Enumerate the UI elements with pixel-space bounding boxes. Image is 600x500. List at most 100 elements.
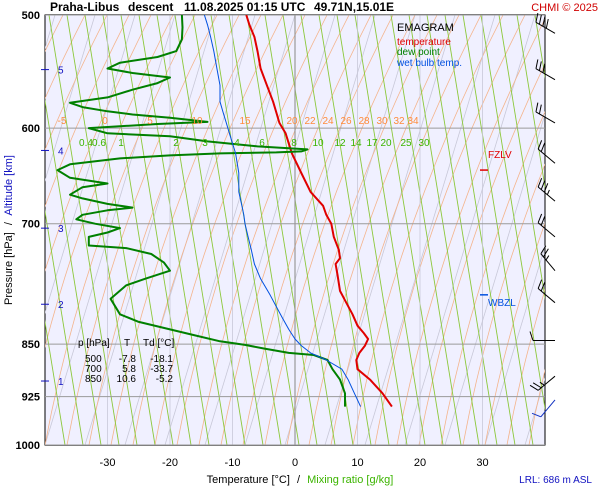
altitude-tick-label: 3	[58, 224, 64, 235]
mixing-ratio-line	[300, 15, 372, 445]
table-cell: 500	[85, 354, 102, 365]
isotherm-label: 10	[191, 116, 203, 127]
mixing-ratio-line	[45, 208, 84, 445]
moist-adiabat	[418, 62, 545, 445]
mixing-ratio-line	[354, 15, 426, 445]
moist-adiabat	[308, 15, 460, 445]
wind-barb-feather	[537, 140, 543, 150]
temperature-tick-label: 10	[351, 457, 363, 469]
wind-barb-feather	[540, 216, 546, 226]
wind-barb-feather	[529, 331, 534, 341]
lrl-label: LRL: 686 m ASL	[519, 475, 592, 486]
mixing-ratio-line	[426, 15, 498, 445]
isotherm-label: 0	[102, 116, 108, 127]
wind-barb-feather	[540, 245, 547, 255]
table-header-td: Td [°C]	[143, 338, 174, 349]
mixing-ratio-label: 14	[350, 138, 362, 149]
dry-adiabat	[444, 112, 545, 445]
moist-adiabat	[440, 110, 545, 445]
mixing-ratio-label: 0.6	[92, 138, 106, 149]
dry-adiabat	[45, 15, 136, 315]
mixing-ratio-label: 4	[234, 138, 240, 149]
dry-adiabat	[244, 15, 376, 445]
mixing-ratio-line	[120, 15, 192, 445]
mixing-ratio-line	[318, 15, 390, 445]
series-temperature-line	[245, 15, 393, 408]
wind-barb-half-feather	[539, 381, 545, 386]
header-credit: CHMI © 2025	[531, 2, 598, 14]
mixing-ratio-line	[480, 15, 545, 411]
wind-barb-feather	[535, 59, 539, 69]
pressure-tick-label: 700	[22, 219, 40, 231]
dry-adiabat	[164, 15, 296, 445]
altitude-tick-label: 2	[58, 300, 64, 311]
table-cell: 700	[85, 364, 102, 375]
x-axis-label-separator: /	[297, 474, 301, 486]
mixing-ratio-line	[372, 15, 444, 445]
mixing-ratio-line	[228, 15, 300, 445]
mixing-ratio-line	[498, 15, 545, 301]
wind-barb-feather	[532, 382, 542, 389]
wind-barb-half-feather	[545, 255, 550, 261]
dry-adiabat	[204, 15, 336, 445]
mixing-ratio-label: 8	[291, 138, 297, 149]
table-header-p: p [hPa]	[78, 338, 110, 349]
mixing-ratio-label: 12	[334, 138, 346, 149]
isotherm-label: 15	[239, 116, 251, 127]
wind-barbs	[529, 12, 556, 418]
x-axis-label-temp: Temperature [°C]	[207, 474, 290, 486]
header-station: Praha-Libus	[50, 0, 120, 14]
dry-adiabat	[565, 15, 600, 445]
mixing-ratio-line	[444, 15, 516, 445]
wind-barb-feather	[535, 102, 539, 113]
mixing-ratio-label: 2	[173, 138, 179, 149]
isotherm-label: -5	[58, 116, 67, 127]
moist-adiabat	[484, 221, 545, 445]
header-phase: descent	[128, 0, 173, 14]
isotherm-label: 28	[358, 116, 370, 127]
dry-adiabat	[484, 245, 545, 445]
wind-barb-feather	[537, 178, 543, 188]
legend-title: EMAGRAM	[397, 22, 454, 34]
table-cell: -33.7	[150, 364, 173, 375]
mixing-ratio-line	[45, 98, 102, 445]
values-table: p [hPa] T Td [°C] 500 -7.8 -18.1 700 5.8…	[78, 338, 174, 385]
moist-adiabat	[198, 15, 350, 445]
moist-adiabat	[396, 18, 545, 445]
mixing-ratio-line	[156, 15, 228, 445]
mixing-ratio-line	[264, 15, 336, 445]
table-cell: 5.8	[122, 364, 136, 375]
mixing-ratio-line	[174, 15, 246, 445]
legend-wet-bulb: wet bulb temp.	[396, 58, 462, 69]
temperature-tick-label: 20	[414, 457, 426, 469]
moist-adiabat	[374, 15, 526, 445]
header-datetime: 11.08.2025 01:15 UTC	[184, 0, 306, 14]
table-cell: 10.6	[117, 374, 137, 385]
profile-series	[56, 15, 393, 408]
mixing-ratio-line	[192, 15, 264, 445]
moist-adiabat	[264, 15, 416, 445]
dry-adiabat	[45, 15, 96, 182]
mixing-ratio-label: 1	[118, 138, 124, 149]
dry-adiabat	[84, 15, 216, 445]
mixing-ratio-line	[66, 15, 138, 445]
moist-adiabat	[462, 163, 545, 445]
moist-adiabat	[551, 15, 600, 445]
pressure-tick-label: 1000	[16, 440, 40, 452]
wind-barb-feather	[537, 213, 543, 223]
legend-temperature: temperature	[397, 37, 451, 48]
mixing-ratio-line	[462, 15, 534, 445]
mixing-ratio-label: 3	[202, 138, 208, 149]
dry-adiabat	[124, 15, 256, 445]
wind-barb-staff	[540, 399, 556, 418]
temperature-tick-label: -30	[100, 457, 116, 469]
grid-lines	[45, 15, 600, 445]
wind-barb-feather	[529, 384, 539, 391]
dry-adiabat	[364, 15, 496, 445]
wind-barb-feather	[540, 180, 546, 190]
wind-barb-feather	[542, 16, 546, 27]
isotherm-label: 22	[304, 116, 316, 127]
mixing-ratio-line	[102, 15, 174, 445]
moist-adiabat	[220, 15, 372, 445]
wind-barb-feather	[538, 61, 542, 71]
